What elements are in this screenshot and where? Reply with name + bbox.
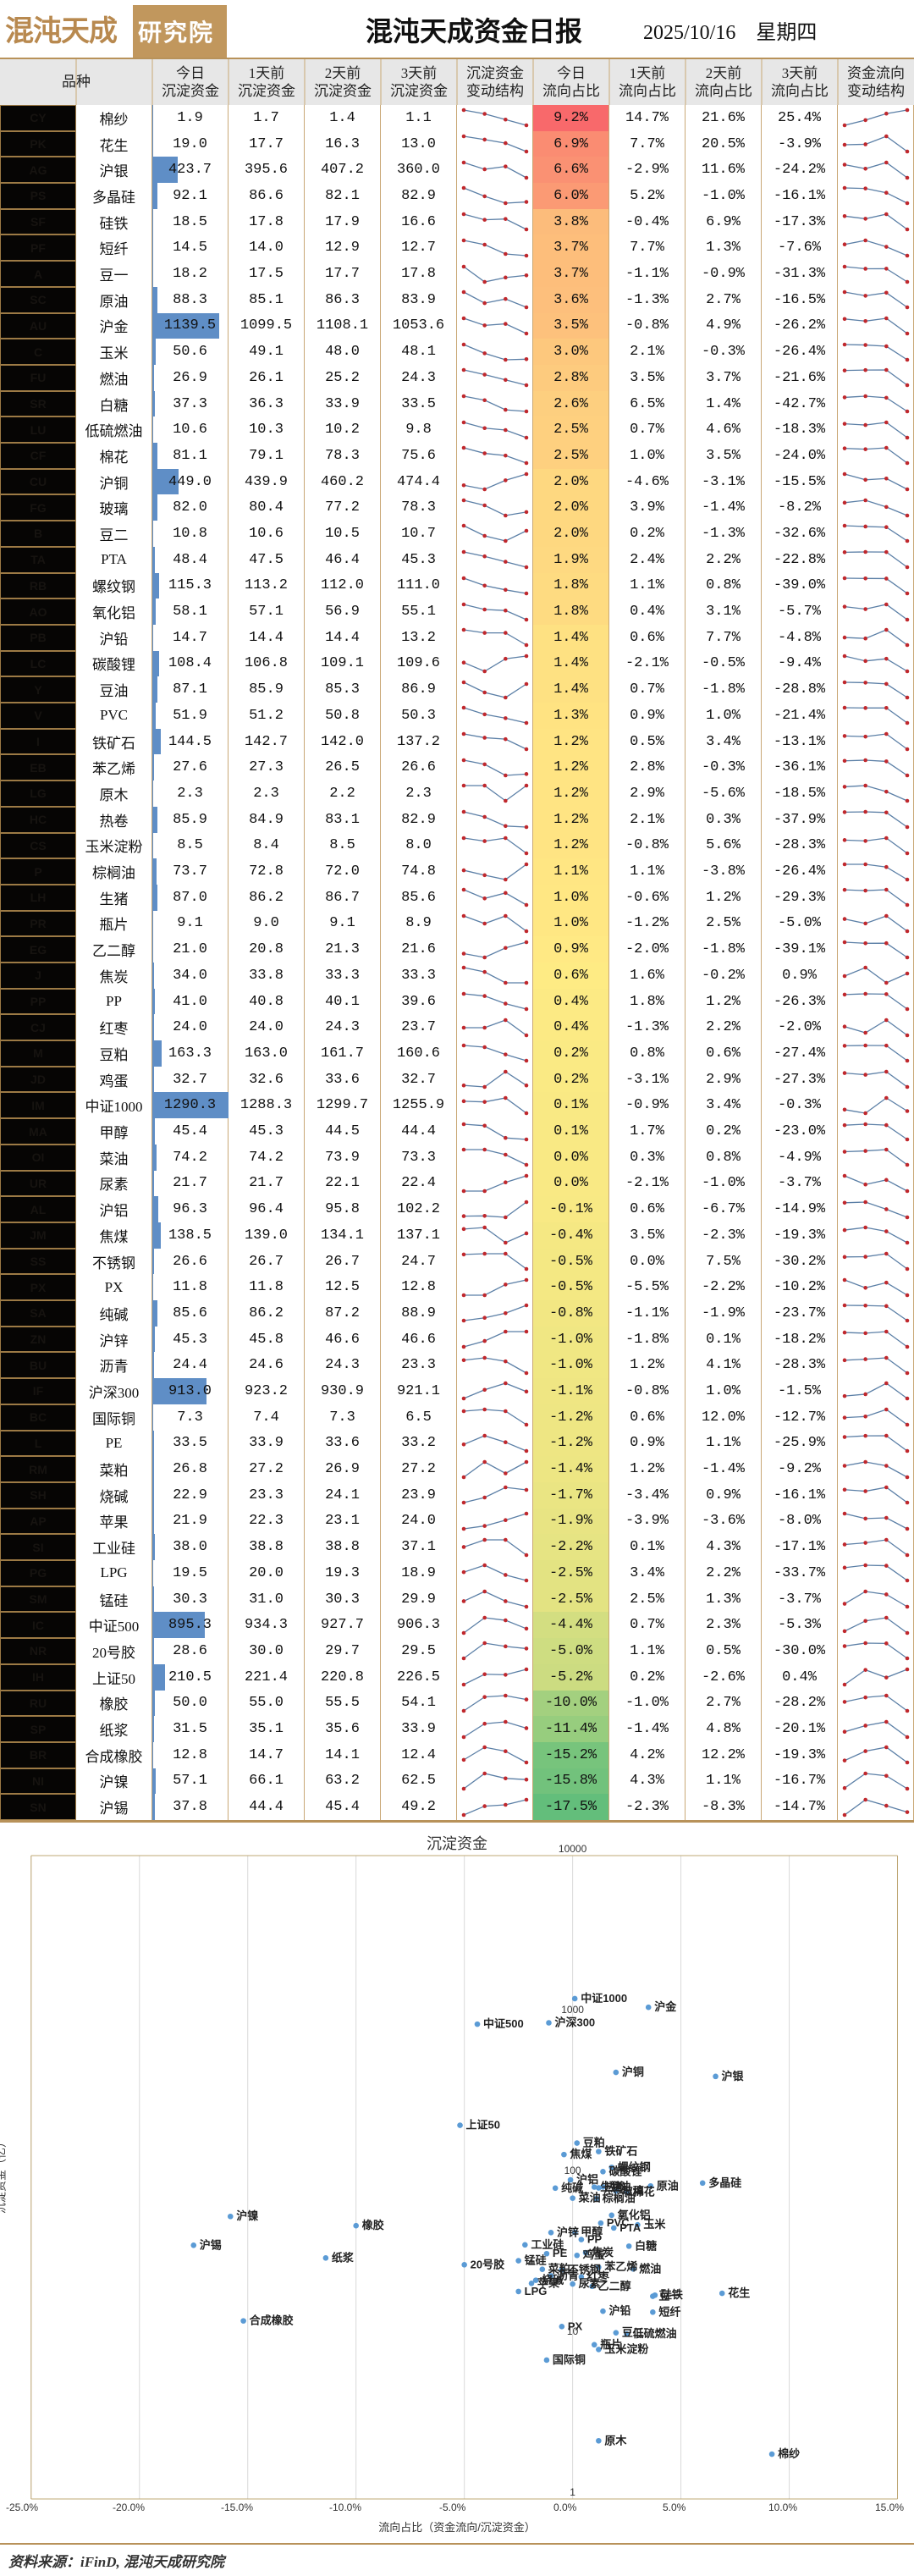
svg-text:沪深300: 沪深300 [554,2016,595,2029]
svg-text:1: 1 [570,2486,575,2498]
svg-text:原油: 原油 [657,2179,679,2192]
svg-text:上证50: 上证50 [466,2119,500,2132]
svg-text:白糖: 白糖 [635,2239,657,2252]
svg-text:工业硅: 工业硅 [531,2238,564,2251]
svg-text:棉纱: 棉纱 [778,2447,800,2460]
svg-text:1000: 1000 [561,2004,584,2016]
svg-text:橡胶: 橡胶 [362,2219,384,2231]
svg-text:沪锡: 沪锡 [200,2238,222,2251]
svg-text:燃油: 燃油 [639,2262,661,2275]
svg-text:20号胶: 20号胶 [471,2258,504,2270]
svg-text:豆一: 豆一 [658,2290,680,2303]
svg-text:多晶硅: 多晶硅 [708,2176,741,2189]
svg-text:鸡蛋: 鸡蛋 [582,2248,605,2261]
svg-text:纸浆: 纸浆 [332,2251,355,2264]
svg-text:焦煤: 焦煤 [569,2148,592,2160]
svg-text:锰硅: 锰硅 [525,2254,547,2267]
svg-text:沪锌: 沪锌 [557,2226,579,2238]
svg-text:棕榈油: 棕榈油 [602,2192,636,2204]
svg-text:瓶片: 瓶片 [600,2338,622,2351]
svg-text:100: 100 [564,2165,581,2176]
svg-text:中证1000: 中证1000 [581,1992,627,2005]
svg-text:铁矿石: 铁矿石 [603,2145,637,2158]
svg-text:合成橡胶: 合成橡胶 [250,2314,294,2327]
svg-text:生猪: 生猪 [600,2180,622,2193]
svg-text:10: 10 [567,2325,579,2337]
svg-text:花生: 花生 [728,2286,750,2299]
svg-text:尿素: 尿素 [579,2277,601,2290]
svg-text:短纤: 短纤 [658,2305,680,2318]
svg-text:甲醇: 甲醇 [581,2226,603,2238]
svg-text:纯碱: 纯碱 [561,2182,583,2194]
svg-text:中证500: 中证500 [483,2017,524,2030]
svg-text:沪铜: 沪铜 [622,2066,644,2078]
svg-text:豆二: 豆二 [622,2326,644,2339]
svg-text:沪镍: 沪镍 [236,2209,258,2222]
svg-text:10000: 10000 [559,1843,587,1855]
svg-text:碳酸锂: 碳酸锂 [608,2165,641,2177]
svg-text:原木: 原木 [604,2434,627,2446]
svg-text:PVC: PVC [607,2216,630,2229]
svg-text:国际铜: 国际铜 [553,2353,586,2366]
svg-text:LPG: LPG [525,2285,548,2297]
svg-text:沪银: 沪银 [722,2070,745,2082]
svg-text:沪金: 沪金 [654,2000,677,2013]
svg-text:沪铅: 沪铅 [608,2304,630,2317]
